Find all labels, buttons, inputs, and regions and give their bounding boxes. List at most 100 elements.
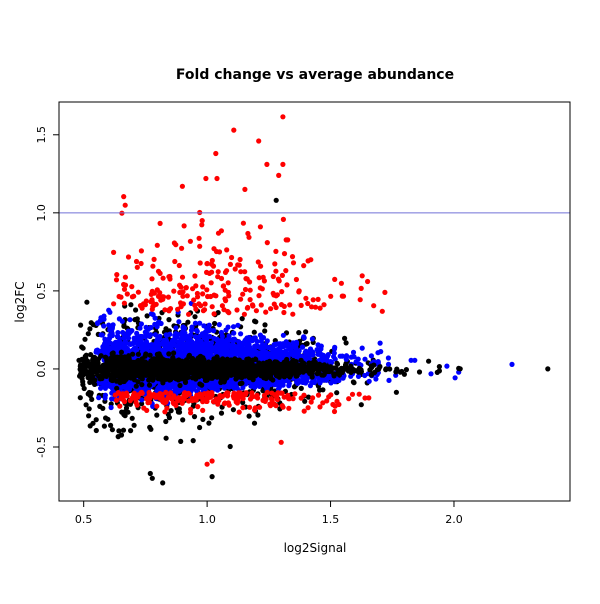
point-not-significant bbox=[276, 364, 282, 370]
point-not-significant bbox=[224, 367, 230, 373]
point-large-fold-change bbox=[312, 304, 319, 310]
point-significant bbox=[180, 328, 186, 335]
point-not-significant bbox=[102, 354, 109, 360]
point-not-significant bbox=[189, 363, 195, 369]
point-significant bbox=[120, 329, 126, 336]
point-significant bbox=[366, 378, 372, 384]
point-not-significant bbox=[416, 369, 423, 375]
point-not-significant bbox=[264, 362, 270, 368]
point-significant bbox=[328, 359, 334, 365]
point-not-significant bbox=[131, 374, 137, 380]
point-not-significant bbox=[162, 367, 168, 373]
point-not-significant bbox=[146, 382, 153, 388]
point-large-fold-change bbox=[358, 285, 364, 291]
point-significant bbox=[317, 350, 323, 357]
point-not-significant bbox=[221, 370, 227, 376]
point-significant bbox=[385, 355, 391, 361]
point-not-significant bbox=[310, 368, 316, 374]
point-significant bbox=[375, 350, 381, 356]
point-significant bbox=[201, 323, 207, 329]
point-not-significant bbox=[156, 351, 162, 357]
point-not-significant bbox=[296, 330, 302, 336]
point-significant bbox=[176, 319, 182, 325]
point-not-significant bbox=[128, 428, 134, 434]
point-significant bbox=[127, 329, 133, 335]
point-significant bbox=[240, 385, 246, 391]
point-not-significant bbox=[152, 357, 158, 363]
point-not-significant bbox=[129, 415, 135, 421]
point-not-significant bbox=[200, 373, 206, 379]
point-significant bbox=[332, 344, 338, 350]
point-not-significant bbox=[325, 368, 331, 375]
point-not-significant bbox=[436, 364, 442, 370]
point-significant bbox=[428, 371, 434, 377]
point-significant bbox=[125, 335, 132, 341]
point-significant bbox=[267, 382, 274, 388]
point-not-significant bbox=[116, 369, 122, 375]
point-not-significant bbox=[109, 355, 115, 362]
point-not-significant bbox=[211, 372, 217, 378]
point-large-fold-change bbox=[219, 303, 225, 309]
point-significant bbox=[350, 349, 357, 355]
point-significant bbox=[283, 351, 289, 357]
point-not-significant bbox=[346, 367, 352, 373]
point-significant bbox=[142, 329, 148, 335]
point-not-significant bbox=[383, 366, 389, 372]
point-not-significant bbox=[243, 359, 249, 366]
point-significant bbox=[293, 345, 299, 351]
point-significant bbox=[162, 343, 168, 349]
point-not-significant bbox=[234, 364, 240, 370]
point-significant bbox=[146, 333, 152, 339]
point-not-significant bbox=[171, 350, 177, 356]
point-not-significant bbox=[358, 402, 364, 408]
point-not-significant bbox=[89, 396, 95, 402]
point-not-significant bbox=[195, 368, 201, 374]
point-not-significant bbox=[82, 369, 88, 375]
point-not-significant bbox=[109, 427, 115, 433]
point-large-fold-change bbox=[273, 248, 279, 254]
point-not-significant bbox=[180, 417, 186, 423]
point-not-significant bbox=[183, 357, 190, 363]
point-significant bbox=[385, 361, 392, 367]
point-not-significant bbox=[122, 413, 128, 419]
point-not-significant bbox=[196, 363, 202, 369]
point-not-significant bbox=[262, 328, 268, 334]
point-not-significant bbox=[147, 363, 153, 369]
point-not-significant bbox=[89, 375, 95, 381]
point-not-significant bbox=[387, 366, 393, 372]
point-not-significant bbox=[77, 366, 83, 372]
point-significant bbox=[107, 327, 113, 333]
point-not-significant bbox=[265, 366, 271, 372]
point-significant bbox=[192, 344, 198, 351]
point-large-fold-change bbox=[357, 297, 363, 303]
point-not-significant bbox=[280, 363, 286, 370]
point-significant bbox=[218, 329, 224, 336]
point-significant bbox=[182, 335, 188, 341]
point-not-significant bbox=[457, 366, 463, 372]
point-significant bbox=[223, 327, 229, 333]
point-large-fold-change bbox=[317, 404, 323, 410]
point-not-significant bbox=[128, 302, 134, 308]
point-significant bbox=[125, 348, 131, 355]
point-not-significant bbox=[138, 371, 145, 378]
point-not-significant bbox=[209, 415, 215, 421]
point-not-significant bbox=[218, 410, 225, 416]
point-not-significant bbox=[91, 366, 97, 372]
point-not-significant bbox=[79, 356, 85, 363]
point-significant bbox=[334, 378, 340, 384]
point-significant bbox=[283, 339, 289, 345]
point-not-significant bbox=[274, 367, 280, 374]
point-significant bbox=[139, 333, 145, 340]
point-not-significant bbox=[314, 371, 320, 377]
point-large-fold-change bbox=[310, 395, 316, 401]
point-not-significant bbox=[287, 374, 293, 380]
point-not-significant bbox=[401, 371, 407, 377]
point-significant bbox=[373, 376, 379, 382]
point-large-fold-change bbox=[379, 308, 385, 314]
point-significant bbox=[154, 344, 160, 350]
point-significant bbox=[195, 337, 201, 343]
point-not-significant bbox=[436, 368, 442, 374]
point-not-significant bbox=[334, 360, 340, 366]
point-large-fold-change bbox=[210, 263, 217, 269]
point-not-significant bbox=[132, 317, 138, 323]
